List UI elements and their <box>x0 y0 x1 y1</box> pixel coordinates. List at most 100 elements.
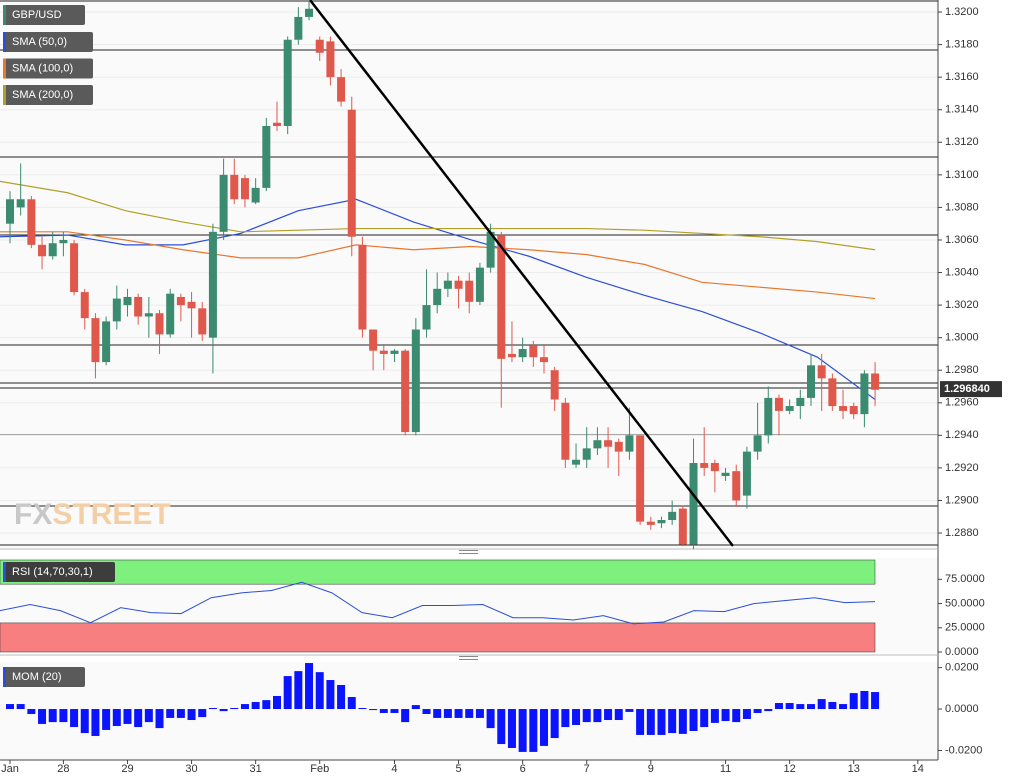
candle-body <box>112 298 121 322</box>
y-tick-label: 0.0000 <box>945 646 979 658</box>
grip[interactable] <box>459 656 478 657</box>
candle-body <box>871 373 880 390</box>
mom-bar <box>475 709 484 718</box>
y-tick-label: 1.3100 <box>945 169 979 181</box>
legend-swatch <box>3 5 6 25</box>
mom-bar <box>700 709 709 728</box>
candle-body <box>561 402 570 460</box>
candle-body <box>401 350 410 433</box>
mom-bar <box>262 700 271 710</box>
legend-box <box>3 32 93 52</box>
mom-bar <box>198 709 207 718</box>
candle-body <box>187 301 196 309</box>
mom-bar <box>208 707 217 710</box>
candle-body <box>294 16 303 40</box>
legend-label: SMA (50,0) <box>12 36 67 48</box>
mom-bar <box>433 709 442 718</box>
y-tick-label: 1.3080 <box>945 201 979 213</box>
candle-body <box>16 199 25 208</box>
candle-body <box>422 305 431 330</box>
candle-body <box>369 329 378 351</box>
y-tick-label: 1.2940 <box>945 429 979 441</box>
mom-bar <box>839 704 848 710</box>
x-tick-label: 4 <box>391 763 397 775</box>
candle-body <box>27 199 36 245</box>
y-tick-label: 1.3200 <box>945 6 979 18</box>
candle-body <box>742 451 751 496</box>
y-tick-label: 1.3060 <box>945 234 979 246</box>
candle-body <box>507 353 516 358</box>
mom-bar <box>871 692 880 710</box>
candle-body <box>710 463 719 472</box>
grip[interactable] <box>459 550 478 551</box>
grip[interactable] <box>459 659 478 660</box>
candle-body <box>80 292 89 319</box>
x-tick-label: Jan <box>1 763 19 775</box>
mom-bar <box>454 709 463 718</box>
watermark: FXSTREET <box>14 498 171 531</box>
mom-bar <box>27 709 36 715</box>
candle-body <box>753 435 762 452</box>
candle-body <box>604 440 613 447</box>
mom-bar <box>828 701 837 710</box>
mom-bar <box>497 709 506 745</box>
watermark-suffix: STREET <box>52 498 170 531</box>
x-tick-label: 6 <box>520 763 526 775</box>
y-tick-label: 1.2920 <box>945 462 979 474</box>
y-tick-label: 50.0000 <box>945 597 985 609</box>
candle-body <box>668 511 677 520</box>
candle-body <box>6 199 14 224</box>
y-tick-label: 1.3120 <box>945 136 979 148</box>
mom-bar <box>176 709 185 718</box>
candle-body <box>433 288 442 306</box>
y-tick-label: 0.0000 <box>945 703 979 715</box>
mom-bar <box>369 709 378 711</box>
grip[interactable] <box>459 553 478 554</box>
mom-bar <box>732 709 741 723</box>
legend-box <box>3 562 115 582</box>
candle-body <box>315 39 324 53</box>
mom-bar <box>849 693 858 710</box>
y-tick-label: -0.0200 <box>945 744 982 756</box>
x-tick-label: 28 <box>57 763 69 775</box>
candle-body <box>166 293 175 335</box>
mom-bar <box>443 709 452 718</box>
y-tick-label: 1.2960 <box>945 397 979 409</box>
mom-bar <box>273 695 281 710</box>
candle-body <box>657 519 666 524</box>
candle-body <box>48 243 57 257</box>
mom-bar <box>390 709 399 713</box>
mom-bar <box>230 707 239 710</box>
mom-bar <box>807 704 815 710</box>
mom-bar <box>358 707 367 710</box>
legend-label: SMA (200,0) <box>12 89 73 101</box>
candle-body <box>176 296 185 306</box>
legend-swatch <box>3 58 6 79</box>
legend-label: MOM (20) <box>12 671 62 683</box>
candle-body <box>240 178 249 200</box>
candle-body <box>262 126 271 188</box>
mom-bar <box>187 709 196 721</box>
mom-bar <box>529 709 538 752</box>
mom-bar <box>379 709 388 713</box>
resize-grip[interactable] <box>459 550 478 554</box>
legend-box <box>3 667 85 687</box>
candle-body <box>689 463 698 545</box>
candle-body <box>102 321 111 363</box>
mom-bar <box>422 709 431 715</box>
mom-bar <box>572 709 581 725</box>
candle-body <box>230 174 239 200</box>
x-tick-label: 13 <box>848 763 860 775</box>
oversold-band <box>0 622 876 653</box>
sma-line <box>0 180 876 251</box>
x-tick-label: 7 <box>584 763 590 775</box>
candle-body <box>497 235 506 359</box>
candle-body <box>550 370 559 400</box>
overbought-band <box>0 559 876 585</box>
mom-bar <box>625 709 634 712</box>
resize-grip[interactable] <box>459 656 478 660</box>
rsi-line <box>0 581 876 625</box>
x-tick-label: Feb <box>310 763 329 775</box>
last-price-label: 1.296840 <box>944 383 990 395</box>
x-tick-label: 9 <box>648 763 654 775</box>
